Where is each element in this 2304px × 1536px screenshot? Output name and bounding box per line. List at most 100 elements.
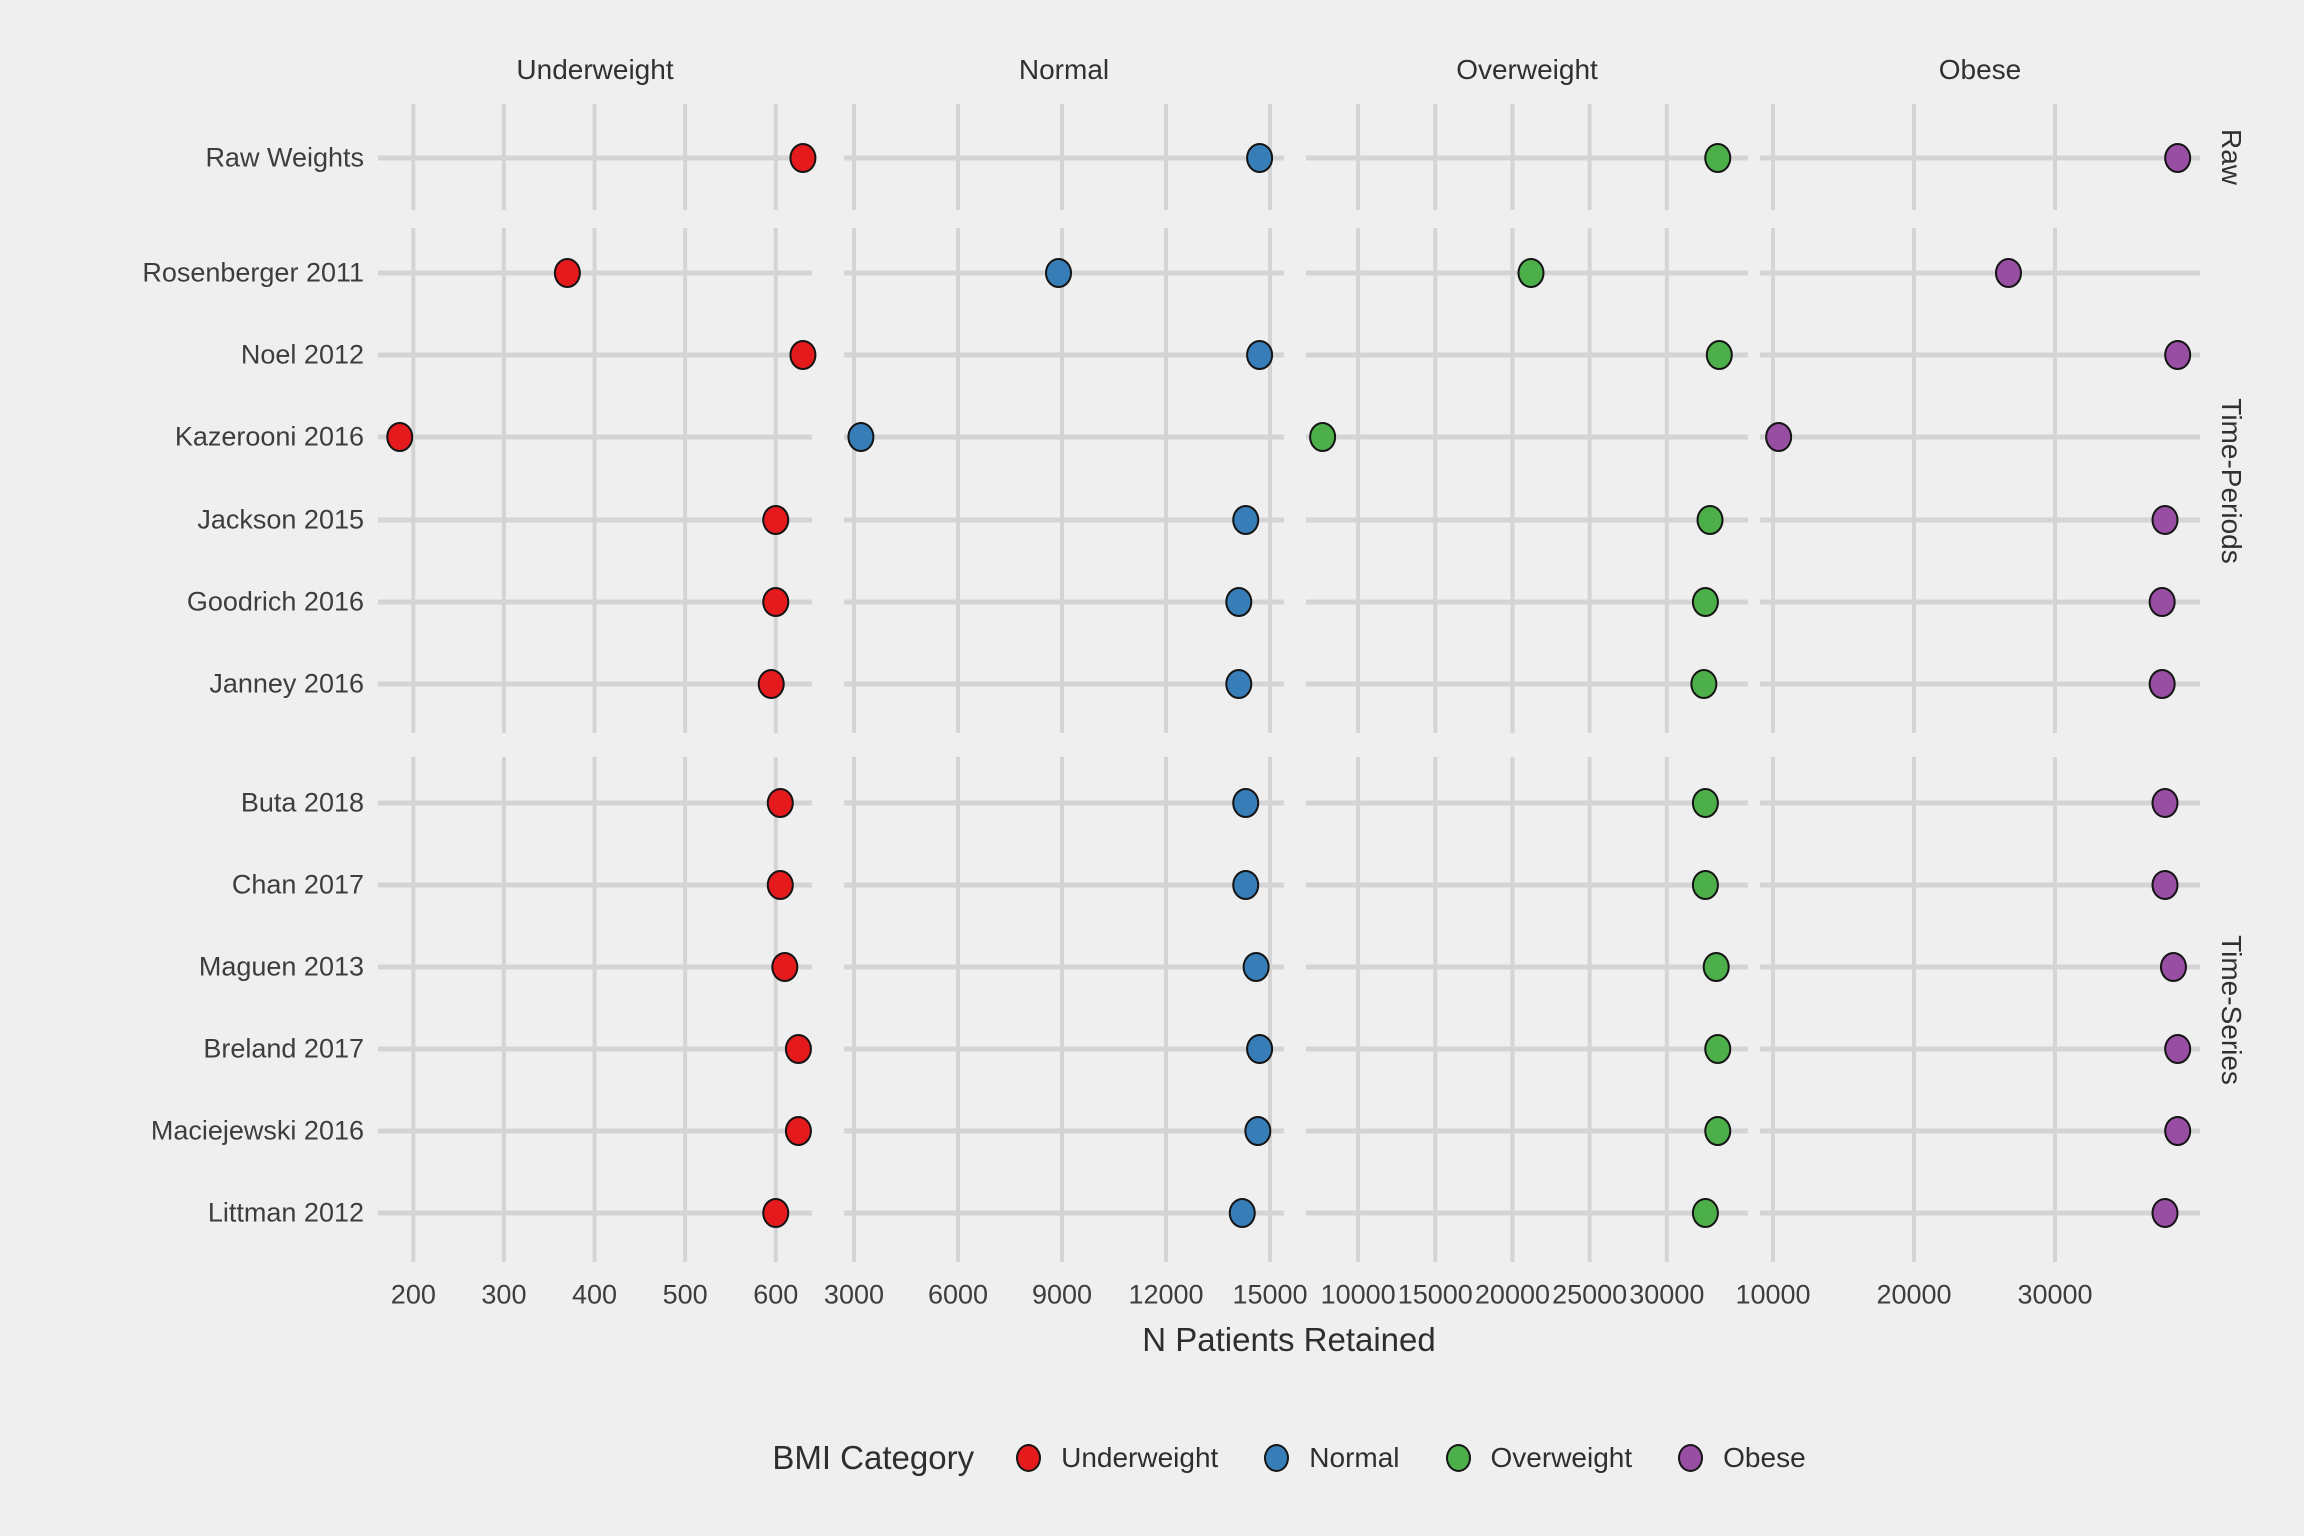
x-tick-label: 25000 bbox=[1552, 1279, 1628, 1310]
data-point bbox=[2148, 669, 2176, 699]
study-label: Chan 2017 bbox=[231, 869, 364, 900]
facet-title-underweight: Underweight bbox=[516, 54, 674, 85]
data-point bbox=[2164, 340, 2192, 370]
row-facet-strip-time-series: Time-Series bbox=[2216, 934, 2247, 1085]
data-point bbox=[2164, 143, 2192, 173]
data-point bbox=[1232, 788, 1260, 818]
data-point bbox=[2151, 1198, 2179, 1228]
study-label: Littman 2012 bbox=[207, 1197, 364, 1228]
data-point bbox=[1246, 1034, 1274, 1064]
facet-title-obese: Obese bbox=[1938, 54, 2022, 85]
row-facet-strip-raw: Raw bbox=[2216, 128, 2247, 186]
x-tick-label: 500 bbox=[662, 1279, 708, 1310]
x-tick-label: 15000 bbox=[1397, 1279, 1473, 1310]
x-tick-label: 600 bbox=[753, 1279, 799, 1310]
data-point bbox=[1228, 1198, 1256, 1228]
study-label: Buta 2018 bbox=[240, 787, 364, 818]
data-point bbox=[762, 505, 790, 535]
data-point bbox=[1696, 505, 1724, 535]
legend: BMI Category Underweight Normal Overweight… bbox=[378, 1439, 2200, 1477]
study-label: Goodrich 2016 bbox=[186, 586, 364, 617]
study-label: Raw Weights bbox=[205, 142, 364, 173]
facet-title-overweight: Overweight bbox=[1456, 54, 1598, 85]
row-facet-strip-time-periods: Time-Periods bbox=[2216, 397, 2247, 564]
x-tick-label: 12000 bbox=[1128, 1279, 1204, 1310]
data-point bbox=[1246, 143, 1274, 173]
x-tick-label: 6000 bbox=[927, 1279, 989, 1310]
data-point bbox=[784, 1116, 812, 1146]
study-label: Maguen 2013 bbox=[198, 951, 364, 982]
data-point bbox=[1232, 505, 1260, 535]
legend-item-obese: Obese bbox=[1678, 1442, 1806, 1474]
data-point bbox=[1309, 422, 1337, 452]
x-tick-label: 15000 bbox=[1232, 1279, 1308, 1310]
data-point bbox=[766, 788, 794, 818]
data-point bbox=[1704, 1034, 1732, 1064]
data-point bbox=[1045, 258, 1073, 288]
data-point bbox=[2151, 870, 2179, 900]
x-tick-label: 10000 bbox=[1735, 1279, 1811, 1310]
data-point bbox=[1994, 258, 2022, 288]
study-label: Janney 2016 bbox=[209, 668, 364, 699]
study-label: Maciejewski 2016 bbox=[150, 1115, 364, 1146]
study-label: Kazerooni 2016 bbox=[174, 421, 364, 452]
data-point bbox=[553, 258, 581, 288]
legend-title: BMI Category bbox=[772, 1439, 975, 1476]
data-point bbox=[386, 422, 414, 452]
study-label: Jackson 2015 bbox=[197, 504, 364, 535]
data-point bbox=[2164, 1116, 2192, 1146]
data-point bbox=[2151, 505, 2179, 535]
data-point bbox=[1691, 788, 1719, 818]
data-point bbox=[766, 870, 794, 900]
data-point bbox=[762, 1198, 790, 1228]
x-tick-label: 10000 bbox=[1320, 1279, 1396, 1310]
data-point bbox=[2159, 952, 2187, 982]
legend-swatch-icon bbox=[1445, 1444, 1471, 1472]
x-tick-label: 30000 bbox=[1629, 1279, 1705, 1310]
data-point bbox=[1691, 587, 1719, 617]
data-point bbox=[1246, 340, 1274, 370]
data-point bbox=[784, 1034, 812, 1064]
legend-label: Overweight bbox=[1490, 1442, 1633, 1473]
data-point bbox=[1225, 587, 1253, 617]
facet-title-normal: Normal bbox=[1018, 54, 1110, 85]
data-point bbox=[1702, 952, 1730, 982]
x-tick-label: 30000 bbox=[2017, 1279, 2093, 1310]
data-point bbox=[757, 669, 785, 699]
data-point bbox=[1691, 1198, 1719, 1228]
legend-item-overweight: Overweight bbox=[1445, 1442, 1633, 1474]
data-point bbox=[1242, 952, 1270, 982]
data-point bbox=[847, 422, 875, 452]
x-tick-label: 9000 bbox=[1031, 1279, 1093, 1310]
legend-swatch-icon bbox=[1678, 1444, 1704, 1472]
data-point bbox=[1704, 143, 1732, 173]
legend-label: Obese bbox=[1723, 1442, 1806, 1473]
data-point bbox=[2148, 587, 2176, 617]
legend-items: Underweight Normal Overweight Obese bbox=[1016, 1442, 1806, 1474]
x-tick-label: 20000 bbox=[1876, 1279, 1952, 1310]
data-point bbox=[1690, 669, 1718, 699]
x-tick-label: 3000 bbox=[823, 1279, 885, 1310]
data-point bbox=[1517, 258, 1545, 288]
data-point bbox=[2164, 1034, 2192, 1064]
data-point bbox=[1705, 340, 1733, 370]
legend-label: Normal bbox=[1309, 1442, 1400, 1473]
study-label: Noel 2012 bbox=[240, 339, 364, 370]
x-tick-label: 200 bbox=[390, 1279, 436, 1310]
x-tick-label: 400 bbox=[572, 1279, 618, 1310]
data-point bbox=[1765, 422, 1793, 452]
data-point bbox=[1244, 1116, 1272, 1146]
legend-item-normal: Normal bbox=[1264, 1442, 1400, 1474]
study-label: Breland 2017 bbox=[203, 1033, 364, 1064]
data-point bbox=[1232, 870, 1260, 900]
legend-label: Underweight bbox=[1061, 1442, 1219, 1473]
x-tick-label: 20000 bbox=[1474, 1279, 1550, 1310]
legend-item-underweight: Underweight bbox=[1016, 1442, 1218, 1474]
x-axis-title: N Patients Retained bbox=[1142, 1321, 1436, 1358]
data-point bbox=[2151, 788, 2179, 818]
data-point bbox=[771, 952, 799, 982]
legend-swatch-icon bbox=[1264, 1444, 1290, 1472]
study-label: Rosenberger 2011 bbox=[142, 257, 364, 288]
x-tick-label: 300 bbox=[481, 1279, 527, 1310]
